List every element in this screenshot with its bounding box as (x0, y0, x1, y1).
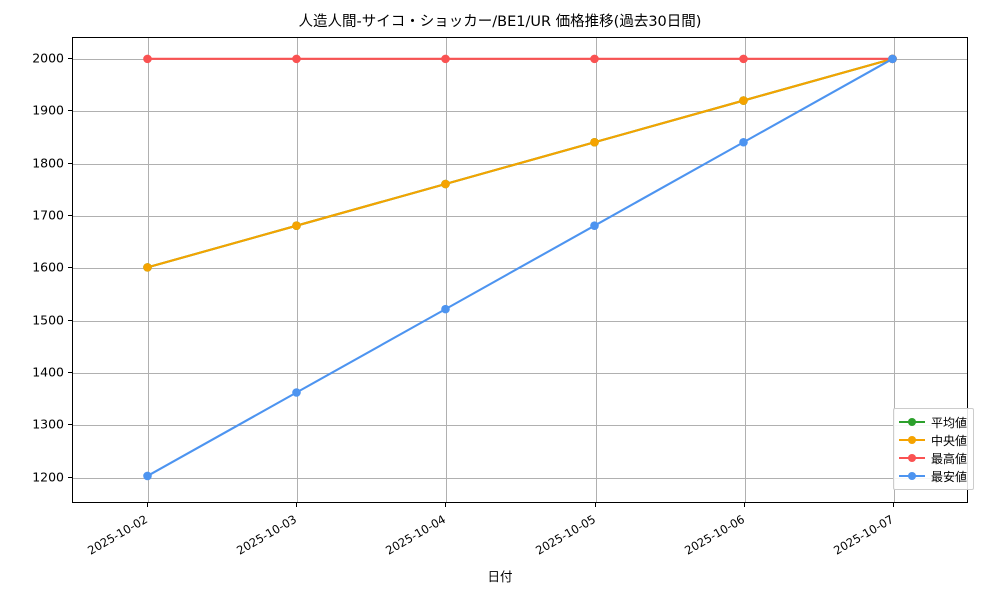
y-tick-mark (68, 319, 72, 321)
y-tick-mark (68, 267, 72, 269)
data-point (888, 54, 897, 64)
data-point (590, 221, 599, 230)
x-tick-mark (744, 503, 745, 507)
series-lines (143, 54, 897, 481)
y-tick-label: 1700 (32, 207, 64, 223)
gridline-horizontal (73, 268, 967, 270)
chart-title: 人造人間-サイコ・ショッカー/BE1/UR 価格推移(過去30日間) (298, 14, 702, 30)
y-tick-mark (68, 424, 72, 426)
x-tick-label: 2025-10-05 (532, 512, 598, 558)
x-tick-label: 2025-10-07 (831, 512, 897, 558)
data-point (441, 304, 450, 314)
gridline-vertical (894, 38, 896, 502)
data-point (292, 388, 301, 397)
data-point (441, 179, 450, 189)
gridline-vertical (446, 38, 448, 502)
y-tick-label: 1200 (32, 469, 64, 485)
chart-legend[interactable]: 平均値中央値最高値最安値 (893, 408, 975, 490)
legend-label: 最安値 (931, 469, 968, 484)
y-tick-label: 1300 (32, 416, 64, 432)
data-point (739, 96, 748, 105)
legend-marker-icon (899, 415, 925, 429)
legend-label: 平均値 (931, 415, 968, 430)
y-tick-label: 1900 (32, 102, 64, 118)
y-tick-label: 1500 (32, 312, 64, 328)
series-最安値 (143, 54, 897, 481)
y-tick-label: 1600 (32, 259, 64, 275)
legend-item-最高値[interactable]: 最高値 (899, 449, 967, 467)
legend-marker-icon (899, 451, 925, 465)
legend-marker-icon (899, 469, 925, 483)
data-point (739, 137, 748, 147)
data-point (292, 221, 301, 230)
gridline-vertical (595, 38, 597, 502)
x-tick-label: 2025-10-04 (383, 512, 449, 558)
data-point (143, 471, 152, 481)
y-tick-label: 2000 (32, 50, 64, 66)
legend-marker-icon (899, 433, 925, 447)
legend-label: 中央値 (931, 433, 968, 448)
plot-area (72, 37, 968, 503)
x-tick-label: 2025-10-02 (84, 512, 150, 558)
legend-item-平均値[interactable]: 平均値 (899, 413, 967, 431)
data-point (739, 54, 748, 64)
series-最高値 (143, 54, 897, 64)
data-point (143, 54, 152, 64)
gridline-vertical (297, 38, 298, 502)
x-tick-label: 2025-10-03 (234, 512, 299, 558)
gridline-vertical (745, 38, 746, 502)
y-tick-label: 1400 (32, 364, 64, 380)
legend-label: 最高値 (931, 451, 968, 466)
gridline-horizontal (73, 111, 967, 113)
x-tick-mark (594, 503, 596, 507)
y-tick-mark (68, 110, 72, 112)
data-point (590, 137, 599, 147)
x-tick-mark (893, 503, 895, 507)
gridline-horizontal (73, 425, 967, 427)
y-tick-mark (68, 215, 72, 217)
data-point (143, 263, 152, 272)
x-tick-mark (296, 503, 297, 507)
gridline-horizontal (73, 477, 967, 479)
y-tick-mark (68, 372, 72, 374)
y-tick-label: 1800 (32, 155, 64, 171)
data-point (292, 54, 301, 64)
legend-item-中央値[interactable]: 中央値 (899, 431, 967, 449)
data-point (441, 54, 450, 64)
gridline-horizontal (73, 373, 967, 375)
gridline-horizontal (73, 216, 967, 218)
data-point (590, 54, 599, 64)
x-tick-label: 2025-10-06 (682, 512, 747, 558)
y-tick-mark (68, 57, 72, 59)
y-tick-mark (68, 162, 72, 164)
gridline-horizontal (73, 320, 967, 322)
series-中央値 (143, 54, 897, 272)
x-tick-mark (146, 503, 148, 507)
x-axis-label: 日付 (487, 569, 513, 584)
legend-item-最安値[interactable]: 最安値 (899, 467, 967, 485)
x-tick-mark (445, 503, 447, 507)
y-tick-mark (68, 476, 72, 478)
